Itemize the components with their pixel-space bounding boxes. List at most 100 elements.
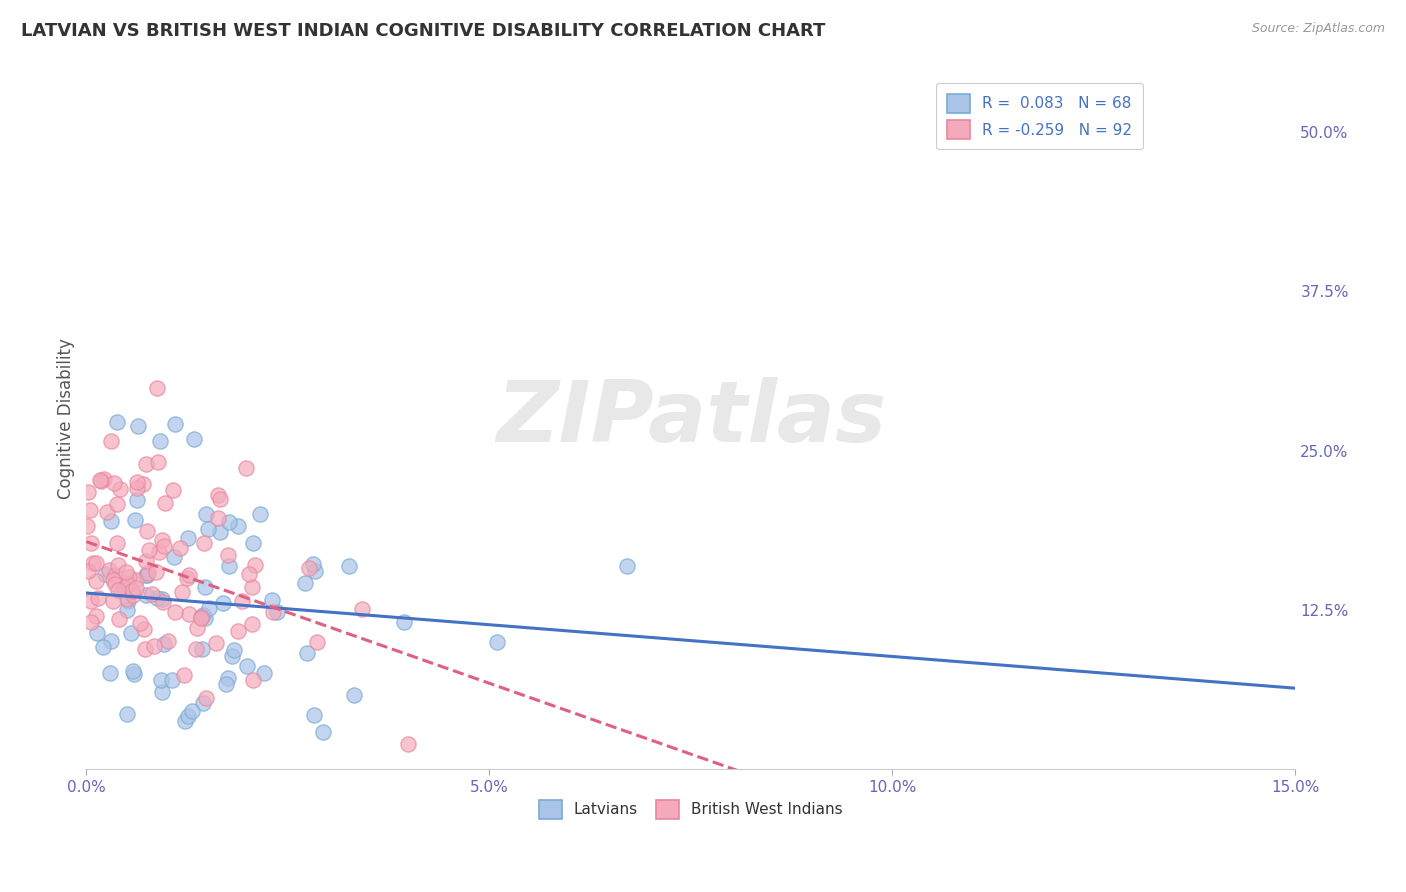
Point [107, 415, 129, 429]
Point [222, 642, 245, 657]
Point [194, 611, 217, 625]
Point [98, 665, 121, 680]
Point [104, 568, 127, 582]
Point [108, 612, 131, 626]
Point [134, 642, 156, 657]
Point [190, 611, 212, 625]
Point [207, 511, 229, 525]
Point [343, 688, 366, 702]
Point [176, 571, 198, 585]
Point [79, 503, 101, 517]
Point [105, 496, 128, 510]
Point [118, 570, 141, 584]
Point [197, 522, 219, 536]
Point [266, 605, 288, 619]
Point [132, 622, 155, 636]
Point [127, 418, 149, 433]
Text: Source: ZipAtlas.com: Source: ZipAtlas.com [1251, 22, 1385, 36]
Point [103, 476, 125, 491]
Point [262, 593, 284, 607]
Point [148, 544, 170, 558]
Point [135, 568, 157, 582]
Point [135, 588, 157, 602]
Point [195, 690, 218, 705]
Point [136, 524, 159, 539]
Point [301, 557, 323, 571]
Point [252, 666, 274, 681]
Point [91, 640, 114, 654]
Point [179, 567, 201, 582]
Point [152, 539, 174, 553]
Point [128, 615, 150, 630]
Point [122, 666, 145, 681]
Point [112, 581, 135, 595]
Point [226, 519, 249, 533]
Point [242, 617, 264, 632]
Point [86, 626, 108, 640]
Point [94, 566, 117, 581]
Point [208, 524, 231, 539]
Point [396, 738, 419, 752]
Point [100, 514, 122, 528]
Point [89, 473, 111, 487]
Point [211, 596, 233, 610]
Point [183, 432, 205, 446]
Point [163, 606, 186, 620]
Point [80, 594, 103, 608]
Point [135, 458, 157, 472]
Point [148, 434, 170, 449]
Point [179, 607, 201, 621]
Point [77, 485, 100, 500]
Point [87, 591, 110, 605]
Point [125, 475, 148, 489]
Point [486, 634, 509, 648]
Point [163, 549, 186, 564]
Point [190, 642, 212, 657]
Point [152, 595, 174, 609]
Point [136, 568, 159, 582]
Point [150, 533, 173, 547]
Point [146, 455, 169, 469]
Point [124, 513, 146, 527]
Point [295, 646, 318, 660]
Point [312, 724, 335, 739]
Point [132, 476, 155, 491]
Point [120, 626, 142, 640]
Point [616, 558, 638, 573]
Point [77, 564, 100, 578]
Point [150, 673, 173, 687]
Point [392, 615, 415, 629]
Point [138, 543, 160, 558]
Point [115, 706, 138, 721]
Point [169, 541, 191, 555]
Point [174, 714, 197, 729]
Point [242, 673, 264, 688]
Point [124, 574, 146, 588]
Point [105, 535, 128, 549]
Point [114, 566, 136, 580]
Point [146, 381, 169, 395]
Point [186, 621, 208, 635]
Text: ZIPatlas: ZIPatlas [496, 377, 886, 460]
Point [125, 582, 148, 596]
Point [236, 658, 259, 673]
Point [177, 709, 200, 723]
Point [80, 615, 103, 630]
Point [191, 696, 214, 710]
Point [146, 591, 169, 605]
Point [101, 573, 124, 587]
Point [307, 635, 329, 649]
Point [121, 665, 143, 679]
Point [145, 565, 167, 579]
Point [153, 637, 176, 651]
Point [163, 417, 186, 432]
Point [82, 557, 104, 571]
Point [190, 610, 212, 624]
Point [243, 558, 266, 572]
Point [115, 591, 138, 606]
Legend: Latvians, British West Indians: Latvians, British West Indians [533, 794, 849, 825]
Point [107, 582, 129, 597]
Point [262, 606, 284, 620]
Point [176, 531, 198, 545]
Point [294, 576, 316, 591]
